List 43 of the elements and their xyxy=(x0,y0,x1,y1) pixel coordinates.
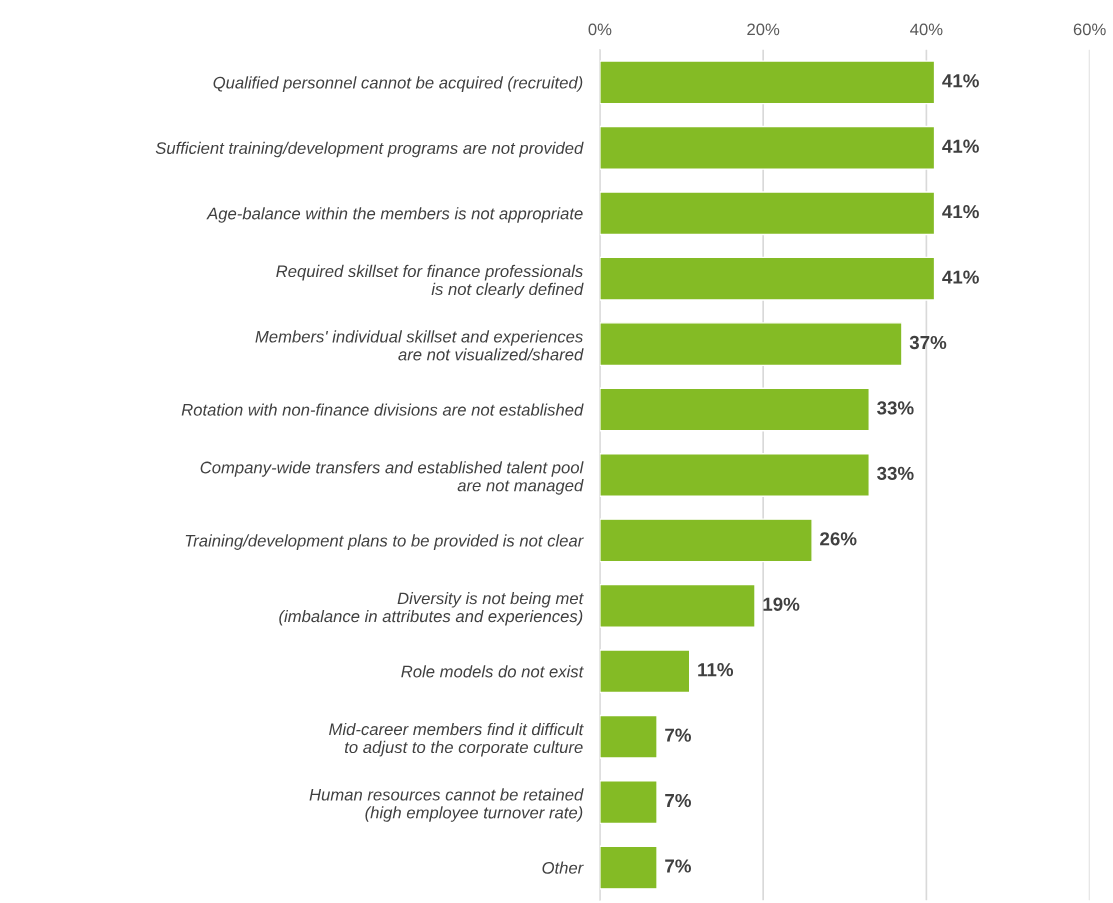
data-label: 7% xyxy=(665,859,691,873)
y-tick-label: Required skillset for finance professionals is not clearly defined xyxy=(276,264,584,299)
y-tick-label: Company-wide transfers and established talent pool are not managed xyxy=(200,461,584,495)
x-tick-label: 40% xyxy=(910,23,943,36)
bar xyxy=(599,780,658,825)
bar xyxy=(599,714,658,759)
y-tick-label: Other xyxy=(542,861,584,874)
bar xyxy=(599,125,936,170)
bar xyxy=(599,60,936,105)
bar xyxy=(599,387,870,432)
data-label: 41% xyxy=(942,74,979,88)
data-label: 11% xyxy=(698,663,734,677)
x-tick-label: 0% xyxy=(588,23,612,36)
y-tick-label: Mid-career members find it difficult to adjust to the corporate culture xyxy=(329,722,584,757)
data-label: 33% xyxy=(877,401,914,415)
data-label: 7% xyxy=(665,793,691,808)
bar xyxy=(599,518,813,563)
data-label: 7% xyxy=(665,728,691,742)
y-tick-label: Role models do not exist xyxy=(401,665,584,678)
y-tick-label: Human resources cannot be retained (high employee turnover rate) xyxy=(309,788,584,822)
data-label: 26% xyxy=(820,532,857,546)
bar xyxy=(599,322,903,367)
y-tick-label: Age-balance within the members is not appropriate xyxy=(206,207,583,223)
bar xyxy=(599,453,870,497)
bar xyxy=(599,845,658,890)
y-tick-label: Qualified personnel cannot be acquired (recruited) xyxy=(213,76,583,92)
x-tick-label: 20% xyxy=(747,23,780,36)
bar xyxy=(599,256,936,301)
data-label: 41% xyxy=(942,205,979,219)
x-tick-label: 60% xyxy=(1073,23,1106,36)
data-label: 37% xyxy=(909,335,947,350)
y-tick-label: Sufficient training/development programs are not provided xyxy=(155,141,584,158)
y-tick-label: Diversity is not being met (imbalance in attributes and experiences) xyxy=(279,592,584,626)
data-label: 33% xyxy=(877,466,914,481)
data-label: 41% xyxy=(942,139,979,153)
bar xyxy=(599,583,756,628)
y-tick-label: Members' individual skillset and experiences are not visualized/shared xyxy=(255,330,584,361)
y-tick-label: Rotation with non-finance divisions are not established xyxy=(181,403,584,416)
bar xyxy=(599,649,691,694)
data-label: 19% xyxy=(763,597,800,611)
data-label: 41% xyxy=(942,270,979,284)
bar xyxy=(599,191,936,236)
y-tick-label: Training/development plans to be provided is not clear xyxy=(185,534,584,550)
